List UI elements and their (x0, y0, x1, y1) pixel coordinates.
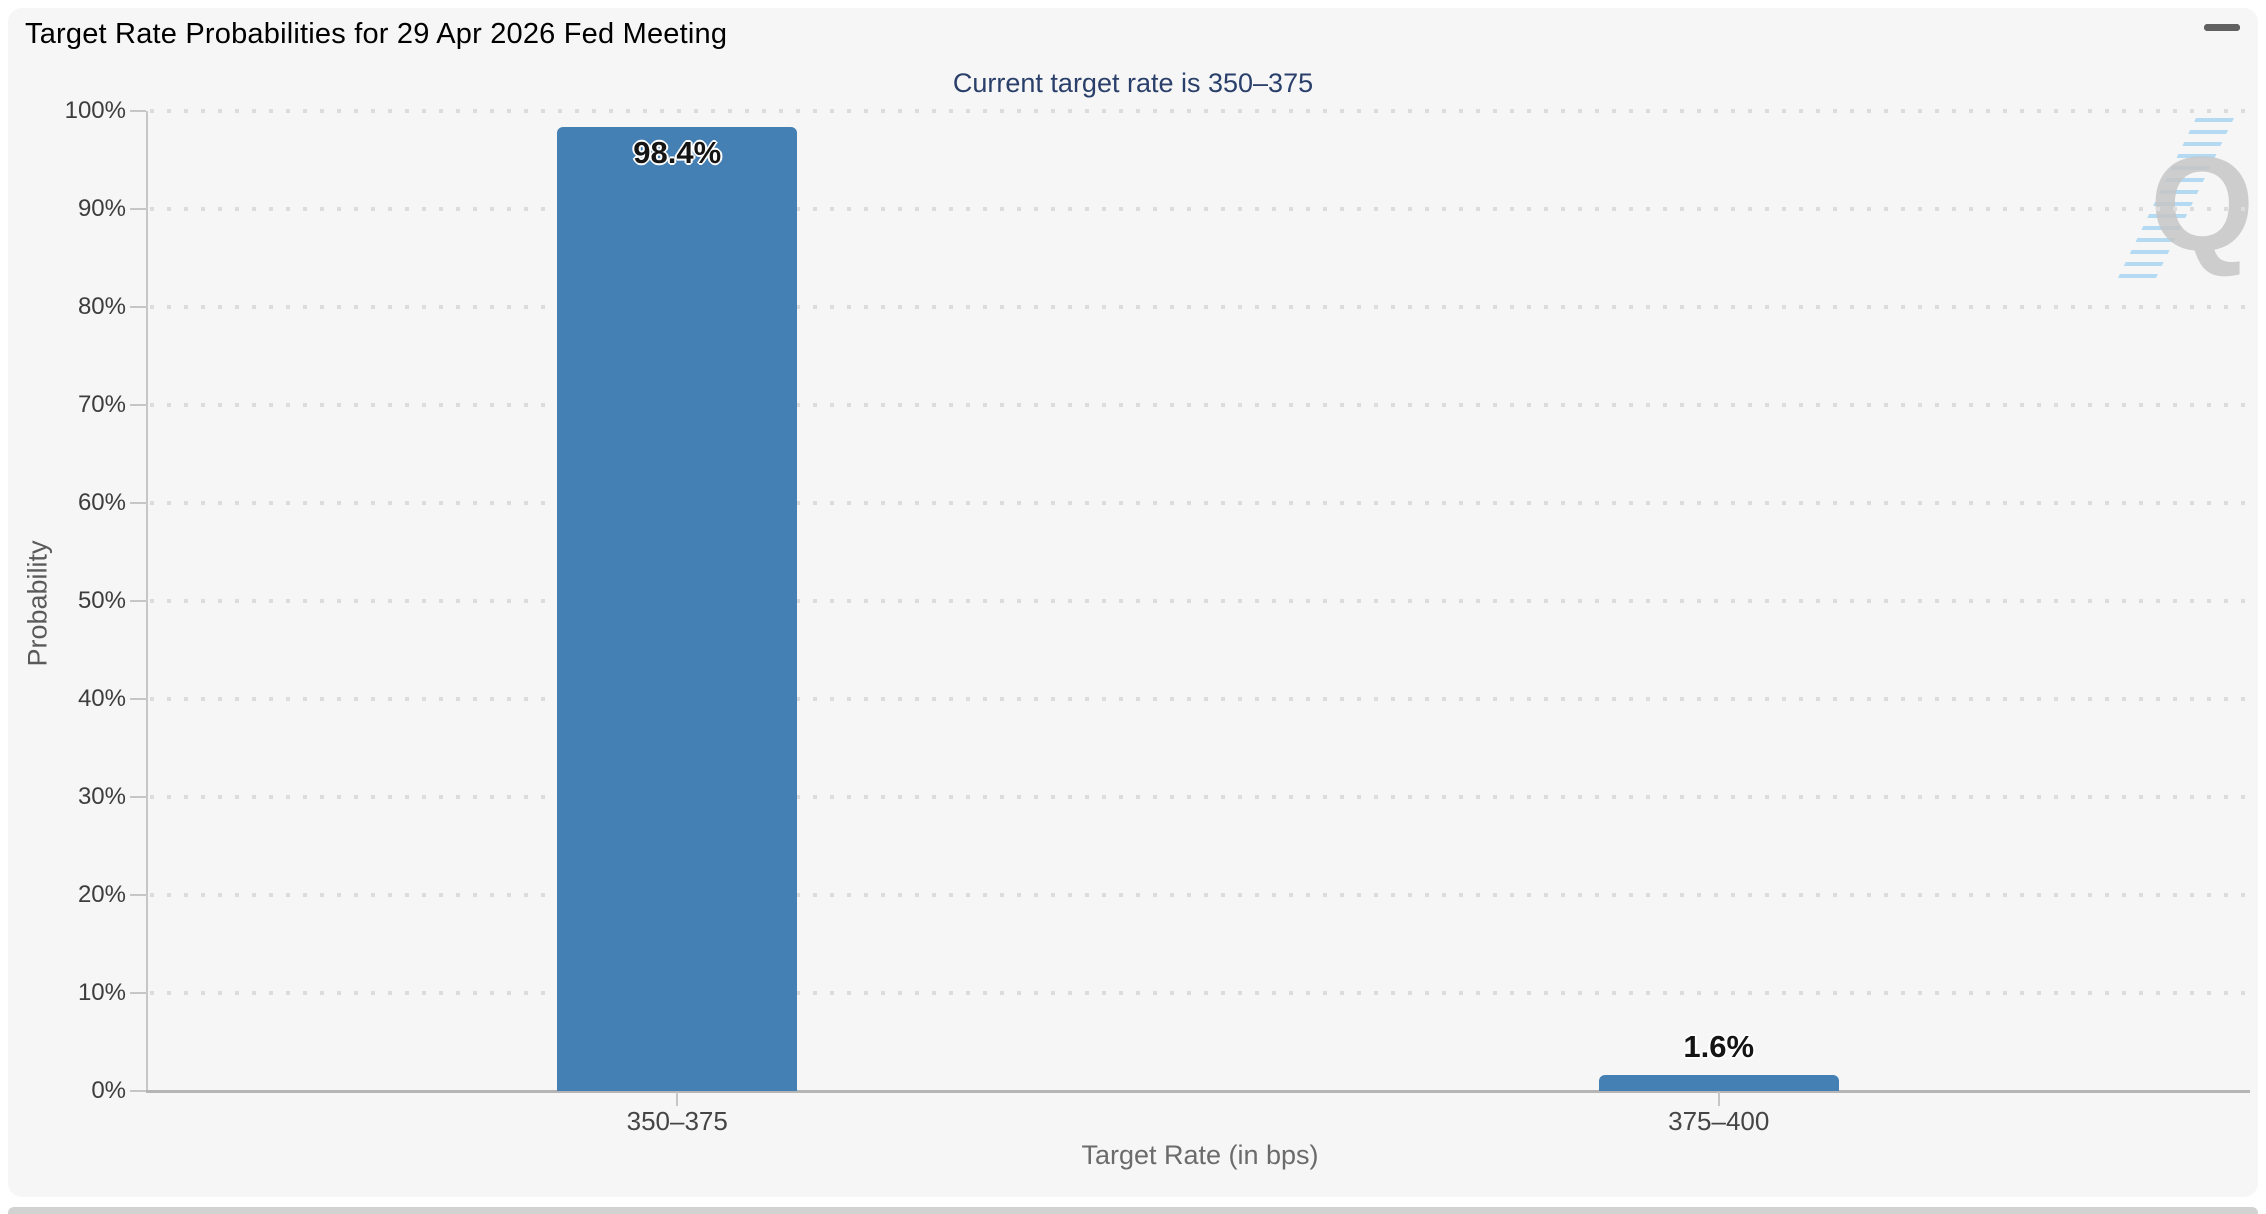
chart-subtitle: Current target rate is 350–375 (952, 68, 1314, 98)
bar-value-label: 1.6% (1683, 1029, 1755, 1065)
y-axis-line (146, 111, 148, 1091)
y-axis-tick (130, 502, 146, 504)
y-axis-tick (130, 894, 146, 896)
gridline (150, 305, 2250, 309)
y-tick-label: 70% (77, 391, 126, 418)
y-axis-tick (130, 698, 146, 700)
y-tick-label: 80% (77, 293, 126, 320)
y-axis-tick (130, 110, 146, 112)
x-category-label: 350–375 (626, 1106, 728, 1136)
y-axis-tick (130, 600, 146, 602)
gridline (150, 501, 2250, 505)
gridline (150, 991, 2250, 995)
y-tick-label: 50% (77, 587, 126, 614)
y-tick-label: 20% (77, 881, 126, 908)
y-tick-label: 30% (77, 783, 126, 810)
y-axis-tick (130, 306, 146, 308)
y-tick-label: 60% (77, 489, 126, 516)
x-axis-tick (676, 1092, 679, 1106)
y-axis-tick (130, 992, 146, 994)
y-axis-tick (130, 1090, 146, 1092)
gridline (150, 109, 2250, 113)
y-axis-tick (130, 796, 146, 798)
gridline (150, 893, 2250, 897)
y-axis-title: Probability (22, 540, 53, 667)
gridline (150, 795, 2250, 799)
chart-title: Target Rate Probabilities for 29 Apr 202… (25, 18, 728, 50)
next-card-edge (8, 1207, 2258, 1214)
y-axis-tick (130, 208, 146, 210)
x-axis-title: Target Rate (in bps) (1081, 1140, 1319, 1170)
gridline (150, 207, 2250, 211)
y-tick-label: 40% (77, 685, 126, 712)
bar-value-label: 98.4% (633, 134, 722, 170)
bar-350–375[interactable] (557, 126, 798, 1091)
watermark-q-logo-icon: Q (2150, 130, 2255, 279)
bar-375–400[interactable] (1598, 1075, 1839, 1091)
y-tick-label: 10% (77, 979, 126, 1006)
y-tick-label: 0% (91, 1077, 126, 1104)
y-tick-label: 90% (77, 195, 126, 222)
gridline (150, 697, 2250, 701)
gridline (150, 403, 2250, 407)
y-tick-label: 100% (64, 97, 126, 124)
chart-menu-button[interactable] (2204, 24, 2242, 58)
y-axis-tick (130, 404, 146, 406)
x-axis-tick (1717, 1092, 1720, 1106)
x-axis-line (146, 1090, 2250, 1093)
x-category-label: 375–400 (1668, 1106, 1770, 1136)
gridline (150, 599, 2250, 603)
